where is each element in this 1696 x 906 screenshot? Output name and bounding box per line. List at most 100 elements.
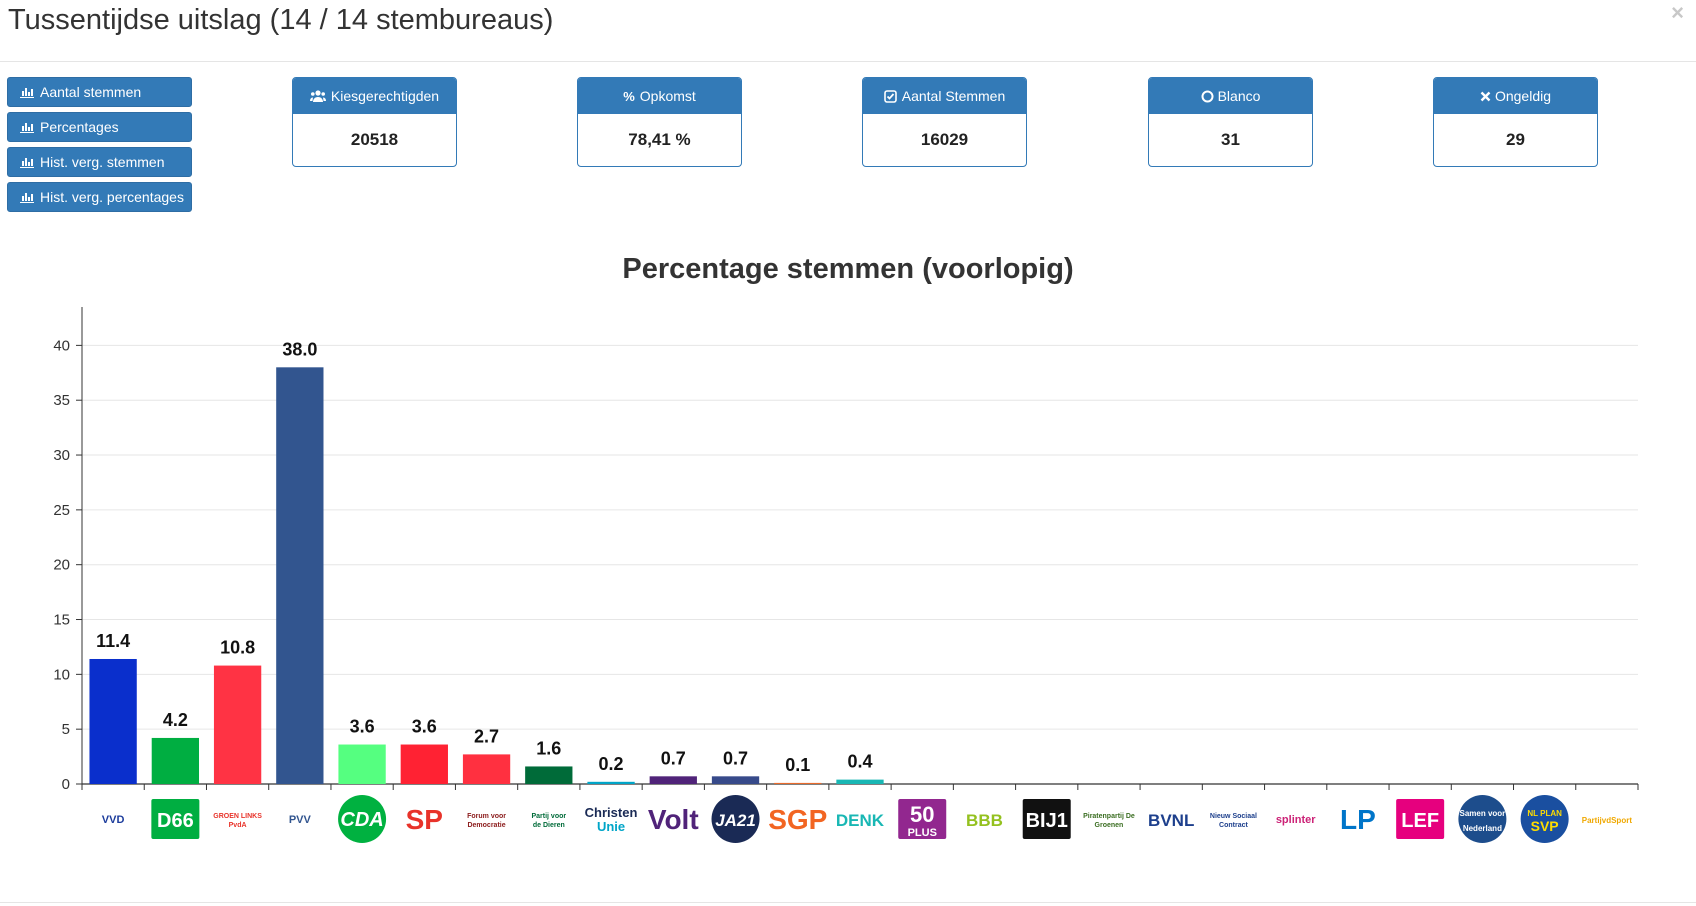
svg-text:splinter: splinter — [1276, 814, 1316, 826]
party-logo-sp: SP — [406, 804, 443, 835]
party-logo-cda: CDA — [338, 795, 387, 843]
svg-text:LP: LP — [1340, 804, 1376, 835]
modal-header: Tussentijdse uitslag (14 / 14 stembureau… — [0, 0, 1696, 62]
bar-cda[interactable] — [338, 744, 386, 784]
data-label: 2.7 — [474, 726, 499, 746]
stat-label: Aantal Stemmen — [901, 88, 1006, 104]
svg-text:PartijvdSport: PartijvdSport — [1582, 816, 1633, 825]
data-label: 0.4 — [847, 752, 872, 772]
svg-text:Unie: Unie — [597, 819, 625, 834]
chart-title: Percentage stemmen (voorlopig) — [622, 253, 1073, 285]
svg-text:PvdA: PvdA — [229, 822, 247, 829]
party-logo-vvd: VVD — [102, 814, 125, 826]
party-logo-denk: DENK — [836, 811, 885, 830]
bar-forum-voor-democratie[interactable] — [462, 754, 511, 784]
party-logo-ja21: JA21 — [711, 795, 760, 843]
svg-text:de Dieren: de Dieren — [533, 822, 565, 829]
y-tick-label: 20 — [53, 557, 70, 574]
stat-value: 31 — [1221, 130, 1240, 149]
bar-sgp[interactable] — [774, 782, 822, 784]
bar-volt[interactable] — [649, 776, 697, 784]
stat-ongeldig: Ongeldig 29 — [1433, 77, 1598, 167]
svg-text:DENK: DENK — [836, 811, 885, 830]
svg-text:NL PLAN: NL PLAN — [1527, 809, 1562, 818]
data-label: 38.0 — [282, 339, 317, 359]
bar-layer — [89, 367, 884, 784]
svg-text:PVV: PVV — [289, 814, 312, 826]
svg-text:SVP: SVP — [1531, 818, 1559, 834]
bar-groenlinks-pvda[interactable] — [213, 665, 262, 784]
data-label: 0.2 — [599, 754, 624, 774]
button-label: Hist. verg. stemmen — [40, 154, 165, 170]
stat-value: 29 — [1506, 130, 1525, 149]
party-logo-samen-voor-nederland: Samen voor Nederland — [1458, 795, 1507, 843]
footer-divider — [0, 902, 1696, 903]
bar-vvd[interactable] — [89, 658, 137, 784]
party-logo-piratenpartij-de-groenen: Piratenpartij De Groenen — [1083, 813, 1135, 829]
bar-chart-icon — [20, 193, 34, 203]
hist-verg-percentages-button[interactable]: Hist. verg. percentages — [7, 182, 192, 212]
circle-icon — [1201, 90, 1214, 102]
bar-ja21[interactable] — [711, 776, 760, 784]
hist-verg-stemmen-button[interactable]: Hist. verg. stemmen — [7, 147, 192, 177]
party-logo-bij1: BIJ1 — [1022, 799, 1071, 839]
svg-text:Nieuw Sociaal: Nieuw Sociaal — [1210, 813, 1257, 820]
bar-sp[interactable] — [400, 744, 448, 784]
bar-denk[interactable] — [836, 779, 884, 784]
stat-value: 16029 — [920, 130, 969, 149]
bar-chart-icon — [20, 158, 34, 168]
party-logo-bvnl: BVNL — [1148, 811, 1194, 830]
view-buttons: Aantal stemmen Percentages Hist. verg. s… — [7, 77, 192, 217]
stat-label: Blanco — [1217, 88, 1261, 104]
svg-text:50: 50 — [910, 802, 934, 827]
stat-opkomst: % Opkomst 78,41 % — [577, 77, 742, 167]
grid-layer — [82, 344, 1638, 730]
party-logo-nieuw-sociaal-contract: Nieuw Sociaal Contract — [1210, 813, 1257, 829]
y-tick-label: 15 — [53, 612, 70, 629]
svg-text:BVNL: BVNL — [1148, 811, 1194, 830]
stat-value: 20518 — [350, 130, 399, 149]
button-label: Percentages — [40, 119, 119, 135]
party-logo-layer: VVD D66 GROEN LINKS PvdA PVV CDA SP Forum voor D… — [102, 795, 1633, 843]
percentages-button[interactable]: Percentages — [7, 112, 192, 142]
page-title: Tussentijdse uitslag (14 / 14 stembureau… — [8, 4, 554, 36]
aantal-stemmen-button[interactable]: Aantal stemmen — [7, 77, 192, 107]
svg-text:CDA: CDA — [340, 809, 383, 831]
party-logo-bbb: BBB — [966, 811, 1003, 830]
close-button[interactable]: × — [1671, 0, 1684, 25]
party-logo-lp: LP — [1340, 804, 1376, 835]
party-logo-splinter: splinter — [1276, 814, 1316, 826]
svg-text:Forum voor: Forum voor — [467, 813, 506, 820]
svg-text:Groenen: Groenen — [1095, 822, 1124, 829]
bar-pvv[interactable] — [276, 367, 324, 784]
svg-text:Nederland: Nederland — [1463, 824, 1502, 833]
x-icon — [1480, 91, 1491, 101]
party-logo-sgp: SGP — [768, 804, 827, 835]
users-icon — [309, 90, 326, 102]
y-tick-label: 30 — [53, 447, 70, 464]
party-logo-partij-voor-de-dieren: Partij voor de Dieren — [531, 813, 566, 829]
bar-christenunie[interactable] — [587, 781, 635, 784]
party-logo-forum-voor-democratie: Forum voor Democratie — [467, 813, 506, 829]
y-tick-label: 10 — [53, 666, 70, 683]
svg-text:Contract: Contract — [1219, 822, 1248, 829]
y-tick-label: 5 — [62, 721, 70, 738]
stat-aantal-stemmen: Aantal Stemmen 16029 — [862, 77, 1027, 167]
data-label: 0.7 — [723, 748, 748, 768]
party-logo-volt: Volt — [648, 804, 699, 835]
y-tick-label: 0 — [62, 776, 70, 793]
svg-text:D66: D66 — [157, 810, 194, 832]
party-logo-partijvdsport: PartijvdSport — [1582, 816, 1633, 825]
svg-text:Samen voor: Samen voor — [1460, 809, 1506, 818]
bar-partij-voor-de-dieren[interactable] — [525, 766, 573, 784]
svg-text:Christen: Christen — [585, 805, 638, 820]
svg-text:VVD: VVD — [102, 814, 125, 826]
bar-d66[interactable] — [151, 737, 200, 784]
svg-text:Volt: Volt — [648, 804, 699, 835]
stat-value: 78,41 % — [628, 130, 691, 149]
data-label: 1.6 — [536, 738, 561, 758]
stat-kiesgerechtigden: Kiesgerechtigden 20518 — [292, 77, 457, 167]
